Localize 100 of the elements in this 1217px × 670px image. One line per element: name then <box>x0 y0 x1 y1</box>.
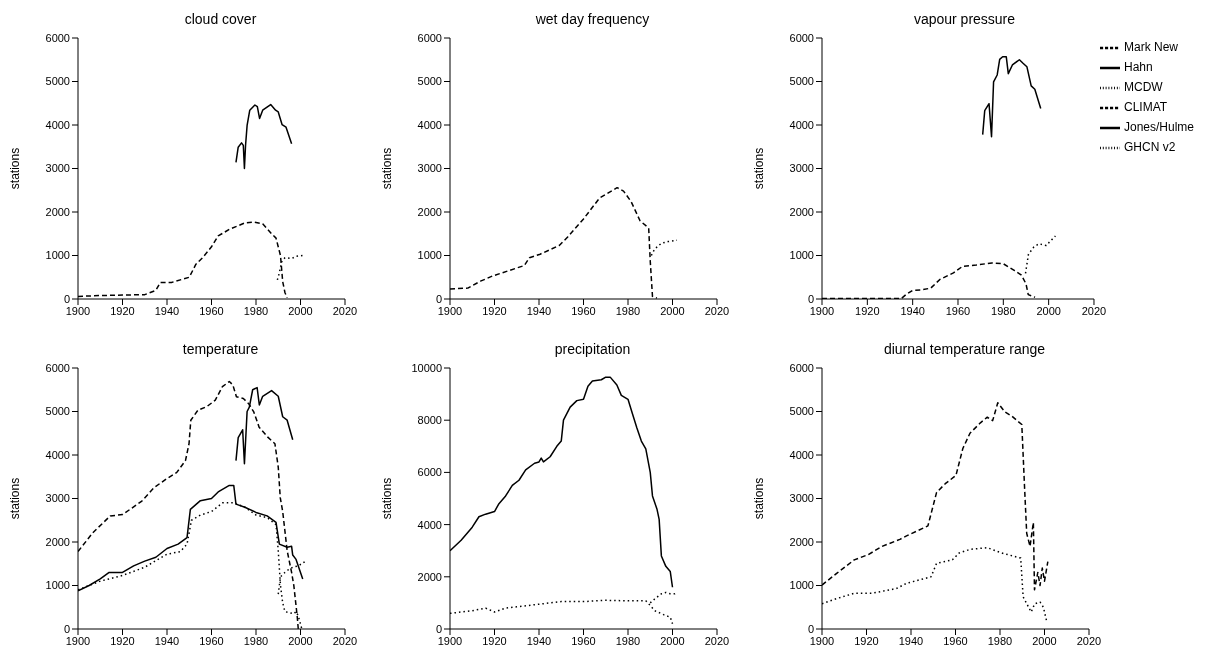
x-tick-label: 1980 <box>991 304 1016 317</box>
y-tick-label: 3000 <box>45 492 70 505</box>
y-tick-label: 6000 <box>417 466 442 479</box>
legend-label: Mark New <box>1123 40 1178 55</box>
y-tick-label: 5000 <box>45 405 70 418</box>
y-tick-label: 0 <box>435 622 442 635</box>
y-tick-label: 4000 <box>45 118 70 131</box>
legend-label: Jones/Hulme <box>1123 120 1194 135</box>
y-tick-label: 4000 <box>417 118 442 131</box>
legend-label: Hahn <box>1123 60 1153 75</box>
x-tick-label: 1960 <box>571 634 596 647</box>
y-tick-label: 5000 <box>417 75 442 88</box>
x-tick-label: 2000 <box>288 634 313 647</box>
x-tick-label: 2000 <box>288 304 313 317</box>
y-tick-label: 6000 <box>45 361 70 374</box>
x-tick-label: 1980 <box>615 634 641 647</box>
chart-title: temperature <box>181 340 260 359</box>
x-tick-label: 1980 <box>243 304 269 317</box>
chart-title: wet day frequency <box>534 10 651 29</box>
x-tick-label: 1940 <box>154 634 180 647</box>
legend-label: GHCN v2 <box>1123 140 1176 155</box>
y-tick-label: 0 <box>435 292 442 305</box>
x-tick-label: 1960 <box>571 304 596 317</box>
y-tick-label: 5000 <box>789 75 814 88</box>
y-tick-label: 2000 <box>417 570 442 583</box>
y-tick-label: 0 <box>63 292 70 305</box>
y-tick-label: 4000 <box>45 448 70 461</box>
chart-title: vapour pressure <box>912 10 1017 29</box>
legend-label: CLIMAT <box>1123 100 1168 115</box>
y-axis-title: stations <box>380 147 395 190</box>
chart-title: diurnal temperature range <box>882 340 1047 359</box>
x-tick-label: 2000 <box>660 634 685 647</box>
y-axis-title: stations <box>752 147 767 190</box>
x-tick-label: 1920 <box>855 304 880 317</box>
x-tick-label: 1960 <box>199 304 224 317</box>
y-tick-label: 1000 <box>45 579 70 592</box>
y-tick-label: 6000 <box>417 31 442 44</box>
y-tick-label: 3000 <box>789 492 814 505</box>
y-tick-label: 3000 <box>789 162 814 175</box>
y-tick-label: 2000 <box>45 535 70 548</box>
x-tick-label: 2020 <box>332 304 358 317</box>
y-axis-title: stations <box>8 477 23 520</box>
x-tick-label: 2020 <box>704 634 730 647</box>
y-tick-label: 2000 <box>45 205 70 218</box>
x-tick-label: 1960 <box>199 634 224 647</box>
y-tick-label: 6000 <box>45 31 70 44</box>
y-tick-label: 2000 <box>417 205 442 218</box>
y-axis-title: stations <box>380 477 395 520</box>
x-tick-label: 1940 <box>898 634 924 647</box>
x-tick-label: 1980 <box>615 304 641 317</box>
x-tick-label: 2020 <box>1076 634 1102 647</box>
x-tick-label: 1900 <box>65 634 91 647</box>
y-tick-label: 4000 <box>789 118 814 131</box>
x-tick-label: 1900 <box>437 304 463 317</box>
x-tick-label: 1900 <box>437 634 463 647</box>
x-tick-label: 1940 <box>526 634 552 647</box>
y-tick-label: 1000 <box>789 249 814 262</box>
x-tick-label: 1980 <box>243 634 269 647</box>
y-tick-label: 1000 <box>417 249 442 262</box>
x-tick-label: 1900 <box>65 304 91 317</box>
x-tick-label: 1920 <box>854 634 879 647</box>
y-tick-label: 3000 <box>45 162 70 175</box>
x-tick-label: 1940 <box>900 304 925 317</box>
x-tick-label: 1980 <box>987 634 1013 647</box>
x-tick-label: 2000 <box>1036 304 1061 317</box>
chart-title: cloud cover <box>183 10 258 29</box>
y-tick-label: 1000 <box>789 579 814 592</box>
y-tick-label: 4000 <box>417 518 442 531</box>
y-tick-label: 0 <box>807 622 814 635</box>
y-axis-title: stations <box>8 147 23 190</box>
x-tick-label: 1920 <box>110 304 135 317</box>
x-tick-label: 1960 <box>943 634 968 647</box>
y-tick-label: 2000 <box>789 205 814 218</box>
y-axis-title: stations <box>752 477 767 520</box>
x-tick-label: 1940 <box>154 304 180 317</box>
y-tick-label: 3000 <box>417 162 442 175</box>
x-tick-label: 1940 <box>526 304 552 317</box>
y-tick-label: 10000 <box>411 361 442 374</box>
y-tick-label: 6000 <box>789 361 814 374</box>
x-tick-label: 2020 <box>704 304 730 317</box>
x-tick-label: 1920 <box>482 634 507 647</box>
x-tick-label: 2020 <box>332 634 358 647</box>
y-tick-label: 0 <box>63 622 70 635</box>
y-tick-label: 0 <box>807 292 814 305</box>
x-tick-label: 1900 <box>809 634 835 647</box>
y-tick-label: 5000 <box>45 75 70 88</box>
x-tick-label: 2000 <box>1032 634 1057 647</box>
x-tick-label: 1960 <box>945 304 971 317</box>
chart-title: precipitation <box>553 340 632 359</box>
x-tick-label: 2000 <box>660 304 685 317</box>
y-tick-label: 2000 <box>789 535 814 548</box>
x-tick-label: 2020 <box>1081 304 1107 317</box>
legend-label: MCDW <box>1123 80 1163 95</box>
y-tick-label: 4000 <box>789 448 814 461</box>
x-tick-label: 1920 <box>110 634 135 647</box>
y-tick-label: 8000 <box>417 414 442 427</box>
x-tick-label: 1900 <box>809 304 835 317</box>
y-tick-label: 6000 <box>789 31 814 44</box>
y-tick-label: 1000 <box>45 249 70 262</box>
x-tick-label: 1920 <box>482 304 507 317</box>
